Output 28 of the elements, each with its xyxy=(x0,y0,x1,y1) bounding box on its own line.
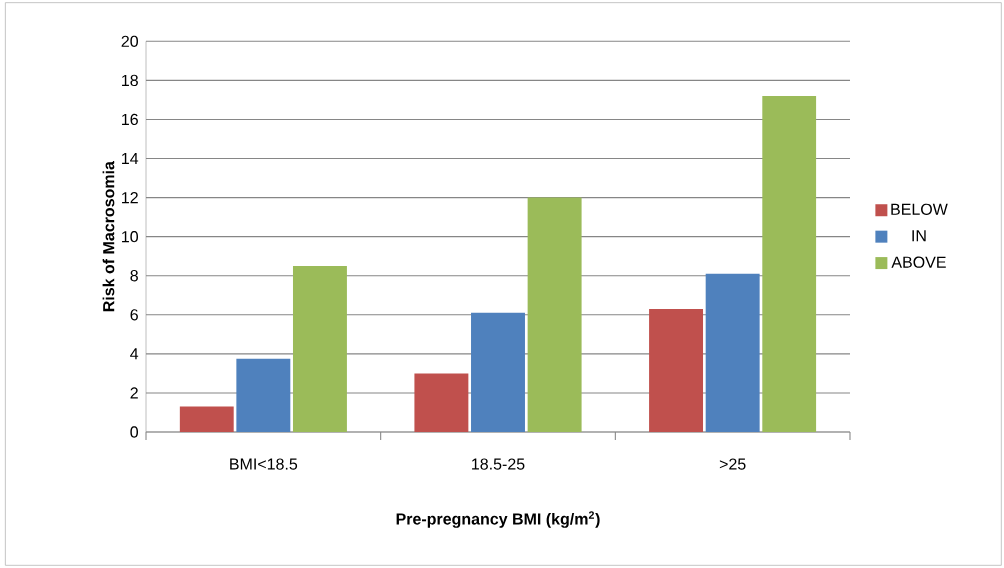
bar xyxy=(236,358,291,432)
x-tick-label: BMI<18.5 xyxy=(230,458,298,470)
bar xyxy=(179,406,234,432)
y-tick-label: 18 xyxy=(122,74,138,87)
legend-label: IN xyxy=(912,230,926,242)
legend-label: ABOVE xyxy=(891,256,946,268)
x-tick-label: 18.5-25 xyxy=(472,458,525,470)
y-axis-title: Risk of Macrosomia xyxy=(102,161,115,312)
y-tick-label: 2 xyxy=(130,387,138,399)
y-tick-label: 14 xyxy=(122,153,139,165)
bar xyxy=(292,265,347,432)
bar xyxy=(471,312,525,432)
y-tick-label: 20 xyxy=(121,35,139,47)
bar xyxy=(527,197,582,432)
y-tick-label: 6 xyxy=(130,309,138,321)
x-axis-title: Pre-pregnancy BMI (kg/m$^{2}$) xyxy=(396,511,600,528)
x-tick-label: >25 xyxy=(719,458,746,470)
bar xyxy=(762,96,817,432)
legend-label: BELOW xyxy=(891,203,948,215)
y-tick-label: 12 xyxy=(122,192,138,204)
y-tick-label: 8 xyxy=(130,270,138,282)
y-tick-label: 16 xyxy=(122,113,138,126)
bar xyxy=(414,373,469,432)
y-tick-label: 4 xyxy=(130,348,139,360)
bar xyxy=(649,308,704,432)
y-tick-label: 10 xyxy=(122,231,139,243)
y-tick-label: 0 xyxy=(130,426,139,438)
bar xyxy=(705,273,760,432)
